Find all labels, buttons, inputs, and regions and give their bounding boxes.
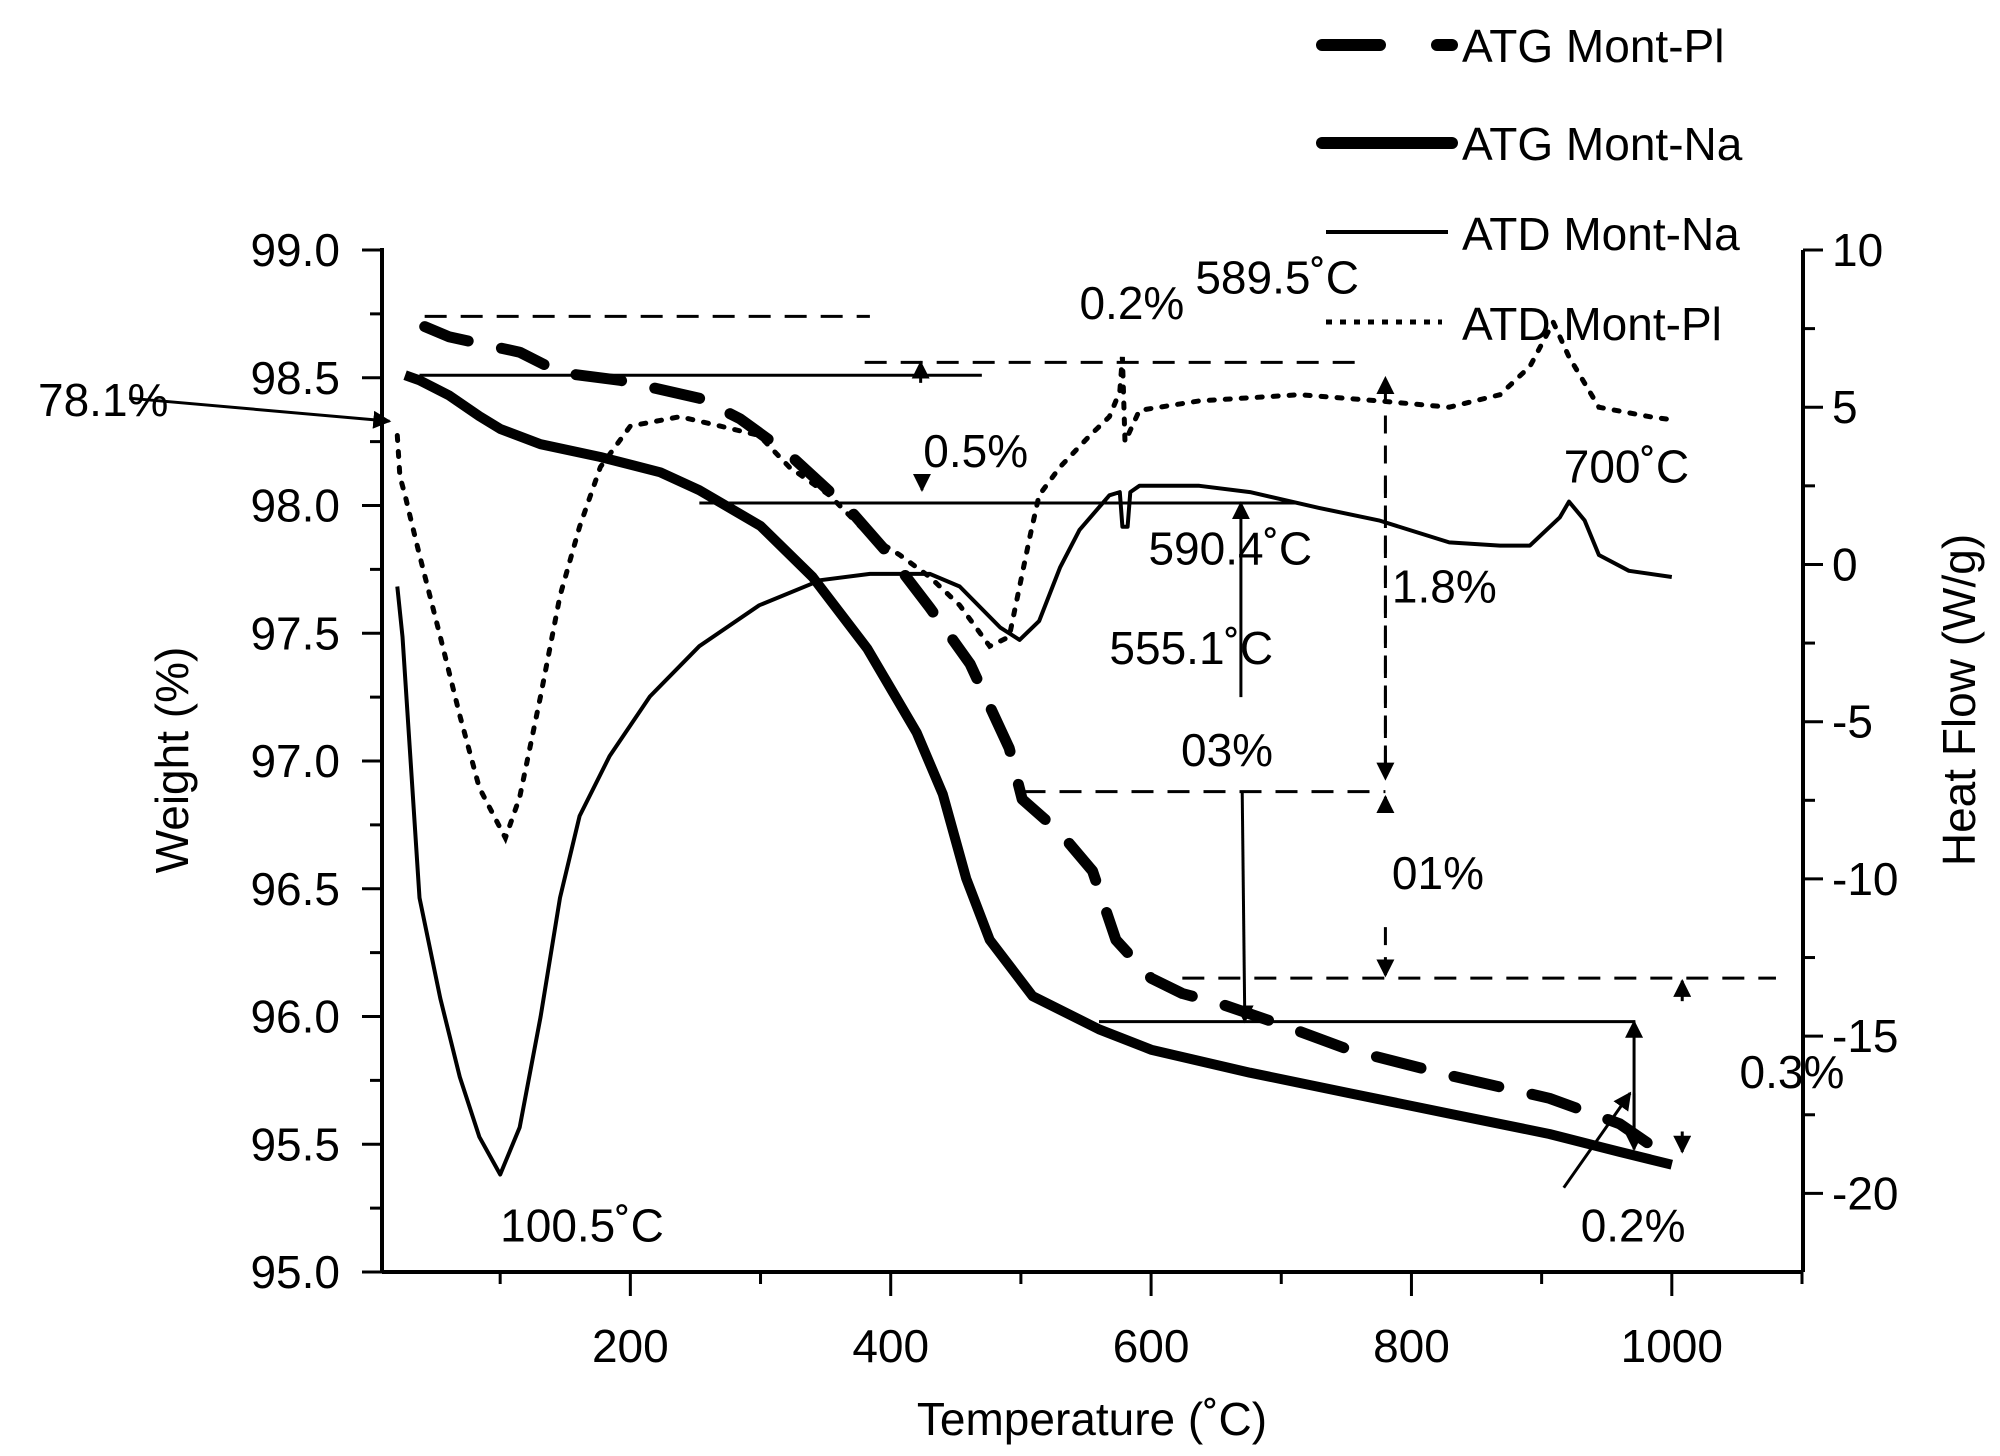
axes — [380, 248, 1805, 1274]
y-tick-label: 95.5 — [250, 1118, 340, 1170]
y-axis-title: Weight (%) — [146, 647, 198, 874]
x-tick-label: 200 — [592, 1320, 669, 1372]
y2-tick-label: -10 — [1832, 853, 1898, 905]
y-tick-label: 98.0 — [250, 480, 340, 532]
series-line-atg-mont-na — [403, 370, 1673, 1170]
y-tick-label: 97.5 — [250, 607, 340, 659]
annotation-label: 100.5˚C — [500, 1199, 664, 1251]
annotation-label: 01% — [1392, 847, 1484, 899]
annotation-label: 555.1˚C — [1109, 622, 1273, 674]
y-tick-label: 96.5 — [250, 863, 340, 915]
y-tick-label: 97.0 — [250, 735, 340, 787]
annotation-arrow — [1235, 791, 1254, 1024]
y-tick-label: 96.0 — [250, 991, 340, 1043]
annotation-label: 0.5% — [923, 425, 1028, 477]
legend-item-atg-mont-pl: ATG Mont-Pl — [1316, 20, 1724, 72]
annotation-label: 590.4˚C — [1148, 522, 1312, 574]
legend-item-atd-mont-pl: ATD Mont-Pl — [1326, 298, 1722, 350]
y2-tick-label: 10 — [1832, 224, 1883, 276]
y2-tick-label: 5 — [1832, 381, 1858, 433]
annotation-arrow — [1562, 1091, 1632, 1189]
annotation-label: 0.3% — [1740, 1046, 1845, 1098]
x-tick-label: 1000 — [1621, 1320, 1723, 1372]
x-axis-title: Temperature (˚C) — [917, 1393, 1267, 1445]
annotation-label: 0.2% — [1079, 277, 1184, 329]
legend: ATG Mont-Pl ATG Mont-Na ATD Mont-Na ATD … — [1316, 20, 1743, 350]
legend-label: ATG Mont-Na — [1462, 118, 1743, 170]
legend-label: ATG Mont-Pl — [1462, 20, 1724, 72]
y-tick-label: 99.0 — [250, 224, 340, 276]
annotation-label: 1.8% — [1392, 561, 1497, 613]
legend-item-atg-mont-na: ATG Mont-Na — [1316, 118, 1743, 170]
annotation-label: 589.5˚C — [1195, 251, 1359, 303]
axis-ticks: 200 400 600 800 1000 95.0 95.5 96.0 96.5 97.0 97.5… — [250, 224, 1898, 1372]
annotation-label: 03% — [1181, 724, 1273, 776]
y-tick-label: 98.5 — [250, 352, 340, 404]
annotation-label: 78.1% — [38, 374, 168, 426]
y2-tick-label: -20 — [1832, 1167, 1898, 1219]
series-line-atd-mont-na — [395, 483, 1673, 1177]
annotation-arrow — [129, 396, 392, 429]
x-tick-label: 600 — [1113, 1320, 1190, 1372]
y2-tick-label: -15 — [1832, 1010, 1898, 1062]
y2-tick-label: 0 — [1832, 538, 1858, 590]
series-layer — [394, 316, 1678, 1177]
y-tick-label: 95.0 — [250, 1246, 340, 1298]
series-line-atd-mont-pl — [394, 316, 1675, 845]
legend-label: ATD Mont-Pl — [1462, 298, 1722, 350]
annotation-label: 700˚C — [1564, 441, 1689, 493]
y2-axis-title: Heat Flow (W/g) — [1933, 534, 1985, 866]
legend-label: ATD Mont-Na — [1462, 208, 1740, 260]
y2-tick-label: -5 — [1832, 696, 1873, 748]
x-tick-label: 400 — [852, 1320, 929, 1372]
annotation-label: 0.2% — [1581, 1199, 1686, 1251]
x-tick-label: 800 — [1373, 1320, 1450, 1372]
series-line-atg-mont-pl — [419, 321, 1678, 1166]
legend-item-atd-mont-na: ATD Mont-Na — [1326, 208, 1740, 260]
